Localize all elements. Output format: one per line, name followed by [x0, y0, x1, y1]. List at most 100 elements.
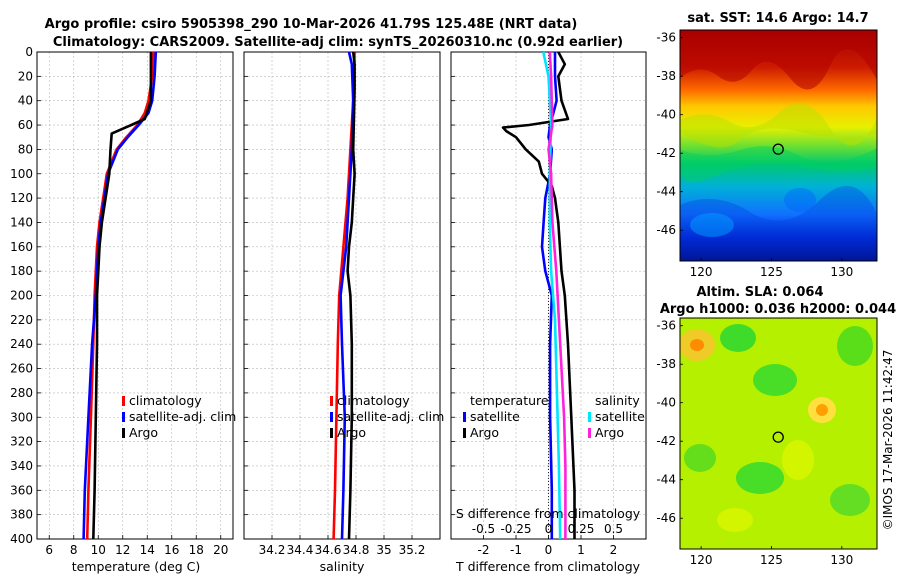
x-tick-label: 18 [189, 543, 204, 557]
x-tick-label: 10 [91, 543, 106, 557]
series-s-satellite [542, 51, 562, 540]
legend-satellite: satellite-adj. clim [129, 409, 236, 424]
x-tick-label: 34.6 [315, 543, 342, 557]
lat-tick-label: -36 [656, 319, 676, 333]
x-tick-label: 8 [70, 543, 78, 557]
s-tick-label: 0 [545, 522, 553, 536]
sla-map-frame [679, 317, 878, 550]
series-argo [92, 52, 153, 540]
legend-s-satellite: satellite [595, 409, 645, 424]
lon-tick-label: 120 [690, 265, 713, 279]
difference-panel: -2 -1 0 1 2 -0.5 -0.25 0 0.25 0.5 [450, 51, 647, 557]
temperature-legend: climatology satellite-adj. clim Argo [122, 393, 236, 440]
y-tick-label: 80 [18, 142, 33, 156]
sla-map-title2: Argo h1000: 0.036 h2000: 0.044 [660, 302, 896, 317]
lat-tick-label: -40 [656, 108, 676, 122]
temperature-panel: 6 8 10 12 14 16 18 2002040608010012014016018020… [10, 45, 234, 557]
lat-tick-label: -40 [656, 396, 676, 410]
lat-tick-label: -42 [656, 434, 676, 448]
x-tick-label: 35.2 [399, 543, 426, 557]
x-tick-label: 20 [213, 543, 228, 557]
x-tick-label: 34.2 [259, 543, 286, 557]
x-tick-label: -2 [478, 543, 490, 557]
x-tick-label: 35 [376, 543, 391, 557]
x-tick-label: 34.8 [343, 543, 370, 557]
x-tick-label: 14 [140, 543, 155, 557]
y-tick-label: 340 [10, 459, 33, 473]
y-tick-label: 0 [25, 45, 33, 59]
y-tick-label: 160 [10, 240, 33, 254]
lon-tick-label: 120 [690, 553, 713, 567]
legend-swatch-t-satellite [463, 412, 466, 422]
y-tick-label: 320 [10, 435, 33, 449]
x-tick-label: 12 [115, 543, 130, 557]
sst-texture [680, 30, 877, 261]
lon-tick-label: 130 [830, 553, 853, 567]
argo-float-marker [772, 431, 784, 443]
lat-tick-label: -38 [656, 357, 676, 371]
sst-map-frame [679, 29, 878, 262]
y-tick-label: 300 [10, 410, 33, 424]
y-tick-label: 200 [10, 289, 33, 303]
s-tick-label: -0.5 [472, 522, 495, 536]
credit-text: ©IMOS 17-Mar-2026 11:42:47 [881, 350, 895, 531]
x-tick-label: 34.4 [287, 543, 314, 557]
series-argo [346, 51, 356, 540]
legend-swatch-s-argo [588, 428, 591, 438]
argo-float-marker [772, 143, 784, 155]
y-tick-label: 380 [10, 508, 33, 522]
sla-texture [680, 324, 873, 532]
lat-tick-label: -46 [656, 511, 676, 525]
legend-argo: Argo [337, 425, 366, 440]
y-tick-label: 240 [10, 337, 33, 351]
s-tick-label: 0.5 [604, 522, 623, 536]
y-tick-label: 400 [10, 532, 33, 546]
legend-swatch-s-satellite [588, 412, 591, 422]
s-tick-label: -0.25 [500, 522, 531, 536]
x-tick-label: 1 [577, 543, 585, 557]
salinity-legend: climatology satellite-adj. clim Argo [330, 393, 444, 440]
title-line1: Argo profile: csiro 5905398_290 10-Mar-2… [45, 17, 578, 32]
temperature-xlabel: temperature (deg C) [72, 559, 201, 574]
x-tick-label: 6 [45, 543, 53, 557]
y-tick-label: 120 [10, 191, 33, 205]
y-tick-label: 40 [18, 94, 33, 108]
x-tick-label: 0 [545, 543, 553, 557]
legend-swatch-climatology [122, 396, 125, 406]
x-tick-label: -1 [510, 543, 522, 557]
legend-s-argo: Argo [595, 425, 624, 440]
series-t-argo [501, 51, 576, 539]
difference-legend: temperature satellite Argo salinity sate… [463, 393, 645, 440]
lon-tick-label: 125 [760, 553, 783, 567]
salinity-xlabel: salinity [320, 559, 365, 574]
legend-swatch-satellite [330, 412, 333, 422]
difference-xlabel: T difference from climatology [455, 559, 641, 574]
legend-swatch-climatology [330, 396, 333, 406]
y-tick-label: 100 [10, 167, 33, 181]
legend-swatch-t-argo [463, 428, 466, 438]
lat-tick-label: -42 [656, 146, 676, 160]
lon-tick-label: 130 [830, 265, 853, 279]
series-satellite-adj-clim [339, 51, 355, 540]
legend-t-satellite: satellite [470, 409, 520, 424]
legend-temperature-title: temperature [470, 393, 549, 408]
legend-swatch-argo [330, 428, 333, 438]
lat-tick-label: -44 [656, 473, 676, 487]
title-line2: Climatology: CARS2009. Satellite-adj cli… [53, 35, 623, 50]
y-tick-label: 180 [10, 264, 33, 278]
lat-tick-label: -36 [656, 31, 676, 45]
y-tick-label: 360 [10, 483, 33, 497]
lat-tick-label: -38 [656, 69, 676, 83]
s-difference-label: S difference from climatology [456, 506, 641, 521]
y-tick-label: 220 [10, 313, 33, 327]
x-tick-label: 16 [164, 543, 179, 557]
s-tick-label: 0.25 [568, 522, 595, 536]
legend-argo: Argo [129, 425, 158, 440]
salinity-panel: 34.2 34.4 34.6 34.8 35 35.2 [243, 51, 441, 557]
series-t-satellite [540, 52, 558, 539]
lon-tick-label: 125 [760, 265, 783, 279]
y-tick-label: 280 [10, 386, 33, 400]
lat-tick-label: -44 [656, 185, 676, 199]
sst-map-title: sat. SST: 14.6 Argo: 14.7 [687, 11, 868, 26]
